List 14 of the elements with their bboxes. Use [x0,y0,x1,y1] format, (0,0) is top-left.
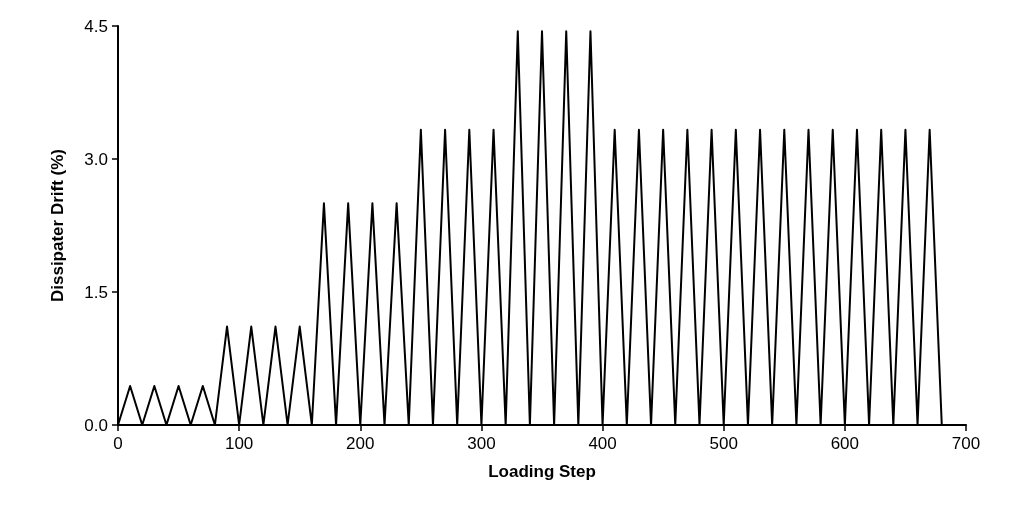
x-axis-title: Loading Step [488,462,596,481]
y-axis-title: Dissipater Drift (%) [48,148,67,303]
x-tick-label: 200 [346,434,375,453]
y-tick-label: 4.5 [84,16,108,36]
x-tick-label: 400 [588,434,617,453]
y-tick-label: 1.5 [84,282,108,302]
x-tick-label: 0 [113,434,123,453]
x-tick-label: 300 [467,434,496,453]
x-tick-label: 700 [951,434,981,453]
y-tick-label: 0.0 [84,415,108,435]
x-tick-label: 100 [224,434,254,453]
x-tick-label: 500 [709,434,738,453]
x-tick-label: 600 [830,434,860,453]
y-tick-label: 3.0 [84,149,108,169]
